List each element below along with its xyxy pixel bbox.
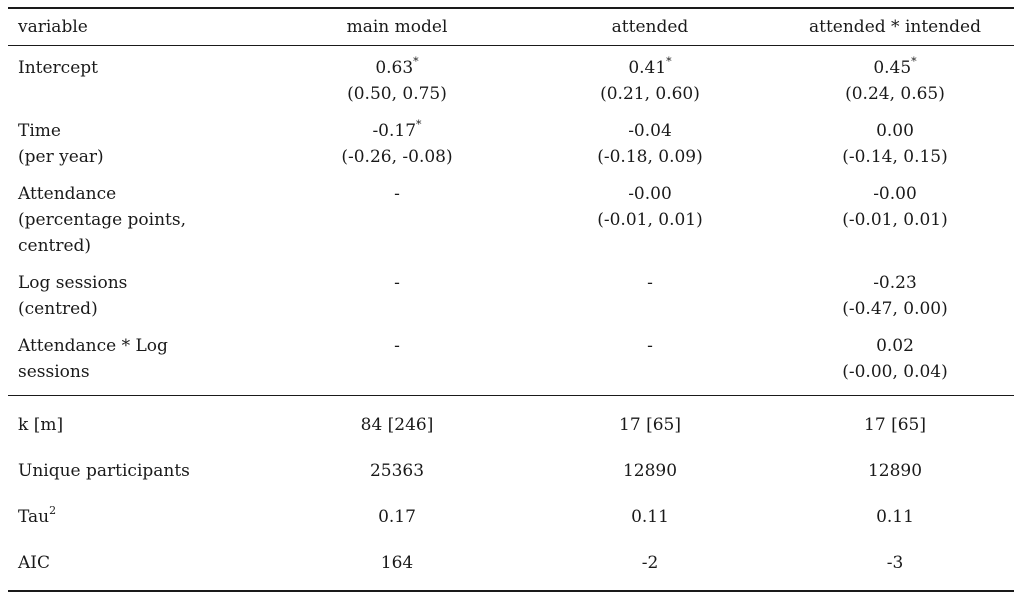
stat-label: k [m] bbox=[18, 415, 64, 435]
row-label-line: (percentage points, bbox=[18, 210, 187, 230]
estimate: 0.02 bbox=[876, 336, 914, 356]
estimate: -0.04 bbox=[628, 121, 672, 141]
confidence-interval: (-0.47, 0.00) bbox=[842, 299, 948, 319]
stat-attended: 17 [65] bbox=[619, 415, 681, 435]
stat-attended-intended: 17 [65] bbox=[864, 415, 926, 435]
stats-row: Unique participants 25363 12890 12890 bbox=[8, 448, 1014, 494]
cell-attended-intended: -0.23 (-0.47, 0.00) bbox=[776, 270, 1014, 322]
regression-table: variable main model attended attended * … bbox=[8, 7, 1014, 592]
row-label-line: centred) bbox=[18, 236, 92, 256]
cell-main-model: -0.17* (-0.26, -0.08) bbox=[270, 118, 524, 170]
cell-attended: 0.41* (0.21, 0.60) bbox=[524, 55, 776, 107]
estimate: - bbox=[394, 184, 400, 204]
row-label: Time (per year) bbox=[8, 118, 270, 170]
confidence-interval: (-0.26, -0.08) bbox=[341, 147, 453, 167]
stat-attended: 0.11 bbox=[631, 507, 669, 527]
row-label-line: Attendance bbox=[18, 184, 117, 204]
row-label: Attendance (percentage points, centred) bbox=[8, 181, 270, 259]
row-label-line: Time bbox=[18, 121, 61, 141]
table-row: Intercept 0.63* (0.50, 0.75) 0.41* (0.21… bbox=[8, 49, 1014, 112]
stat-attended: 12890 bbox=[622, 461, 678, 481]
stat-attended-intended: -3 bbox=[886, 553, 904, 573]
row-label-line: Attendance * Log bbox=[18, 336, 168, 356]
cell-attended-intended: 0.45* (0.24, 0.65) bbox=[776, 55, 1014, 107]
estimate: 0.45* bbox=[873, 55, 917, 78]
estimate: - bbox=[647, 273, 653, 293]
estimate: 0.00 bbox=[876, 121, 914, 141]
estimate: - bbox=[647, 336, 653, 356]
confidence-interval: (-0.18, 0.09) bbox=[597, 147, 703, 167]
header-attended: attended bbox=[611, 17, 689, 37]
estimate: -0.23 bbox=[873, 273, 917, 293]
confidence-interval: (-0.01, 0.01) bbox=[842, 210, 948, 230]
stat-label: Unique participants bbox=[18, 461, 190, 481]
model-stats: k [m] 84 [246] 17 [65] 17 [65] Unique pa… bbox=[8, 396, 1014, 590]
confidence-interval: (0.50, 0.75) bbox=[347, 84, 447, 104]
cell-attended: - bbox=[524, 333, 776, 385]
stats-row: AIC 164 -2 -3 bbox=[8, 540, 1014, 586]
row-label-line: Log sessions bbox=[18, 273, 128, 293]
header-attended-intended: attended * intended bbox=[809, 17, 981, 37]
superscript: 2 bbox=[49, 504, 57, 518]
confidence-interval: (-0.00, 0.04) bbox=[842, 362, 948, 382]
confidence-interval: (0.24, 0.65) bbox=[845, 84, 945, 104]
estimate: 0.41* bbox=[628, 55, 672, 78]
mid-rule bbox=[8, 395, 1014, 396]
cell-main-model: - bbox=[270, 181, 524, 259]
estimate: 0.63* bbox=[375, 55, 419, 78]
cell-attended: - bbox=[524, 270, 776, 322]
estimate: - bbox=[394, 336, 400, 356]
stat-main-model: 84 [246] bbox=[360, 415, 434, 435]
stat-main-model: 0.17 bbox=[378, 507, 416, 527]
stat-main-model: 25363 bbox=[369, 461, 425, 481]
confidence-interval: (0.21, 0.60) bbox=[600, 84, 700, 104]
top-rule bbox=[8, 7, 1014, 9]
table-row: Time (per year) -0.17* (-0.26, -0.08) -0… bbox=[8, 112, 1014, 175]
row-label: Log sessions (centred) bbox=[8, 270, 270, 322]
estimate: -0.00 bbox=[628, 184, 672, 204]
stat-attended-intended: 12890 bbox=[867, 461, 923, 481]
confidence-interval: (-0.14, 0.15) bbox=[842, 147, 948, 167]
stats-row: Tau2 0.17 0.11 0.11 bbox=[8, 494, 1014, 540]
row-label-line: (centred) bbox=[18, 299, 98, 319]
cell-attended: -0.04 (-0.18, 0.09) bbox=[524, 118, 776, 170]
cell-main-model: - bbox=[270, 270, 524, 322]
row-label-line: (per year) bbox=[18, 147, 104, 167]
significance-mark: * bbox=[911, 55, 917, 69]
estimate: -0.00 bbox=[873, 184, 917, 204]
significance-mark: * bbox=[413, 55, 419, 69]
significance-mark: * bbox=[416, 118, 422, 132]
row-label-line: Intercept bbox=[18, 58, 98, 78]
table-row: Attendance * Log sessions - - 0.02 (-0.0… bbox=[8, 327, 1014, 395]
row-label-line: sessions bbox=[18, 362, 90, 382]
estimate: - bbox=[394, 273, 400, 293]
confidence-interval: (-0.01, 0.01) bbox=[597, 210, 703, 230]
stat-attended: -2 bbox=[641, 553, 659, 573]
cell-main-model: - bbox=[270, 333, 524, 385]
stat-main-model: 164 bbox=[380, 553, 414, 573]
stat-label: Tau2 bbox=[18, 504, 57, 527]
cell-main-model: 0.63* (0.50, 0.75) bbox=[270, 55, 524, 107]
cell-attended-intended: -0.00 (-0.01, 0.01) bbox=[776, 181, 1014, 259]
significance-mark: * bbox=[666, 55, 672, 69]
row-label: Attendance * Log sessions bbox=[8, 333, 270, 385]
stat-attended-intended: 0.11 bbox=[876, 507, 914, 527]
stat-label: AIC bbox=[18, 553, 50, 573]
cell-attended: -0.00 (-0.01, 0.01) bbox=[524, 181, 776, 259]
header-main-model: main model bbox=[346, 17, 448, 37]
table-row: Attendance (percentage points, centred) … bbox=[8, 175, 1014, 264]
header-row: variable main model attended attended * … bbox=[8, 9, 1014, 45]
cell-attended-intended: 0.00 (-0.14, 0.15) bbox=[776, 118, 1014, 170]
cell-attended-intended: 0.02 (-0.00, 0.04) bbox=[776, 333, 1014, 385]
header-rule bbox=[8, 45, 1014, 46]
row-label: Intercept bbox=[8, 55, 270, 107]
table-row: Log sessions (centred) - - -0.23 (-0.47,… bbox=[8, 264, 1014, 327]
header-variable: variable bbox=[18, 17, 88, 37]
stats-row: k [m] 84 [246] 17 [65] 17 [65] bbox=[8, 402, 1014, 448]
estimate: -0.17* bbox=[372, 118, 422, 141]
coefficient-rows: Intercept 0.63* (0.50, 0.75) 0.41* (0.21… bbox=[8, 46, 1014, 395]
